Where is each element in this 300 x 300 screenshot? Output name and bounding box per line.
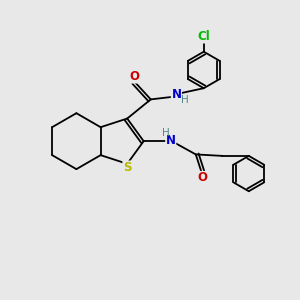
Text: S: S <box>123 161 131 174</box>
Text: N: N <box>171 88 182 100</box>
Text: H: H <box>181 95 188 105</box>
Text: N: N <box>166 134 176 147</box>
Text: Cl: Cl <box>197 30 210 43</box>
Text: H: H <box>163 128 170 138</box>
Text: O: O <box>129 70 139 83</box>
Text: O: O <box>197 172 207 184</box>
